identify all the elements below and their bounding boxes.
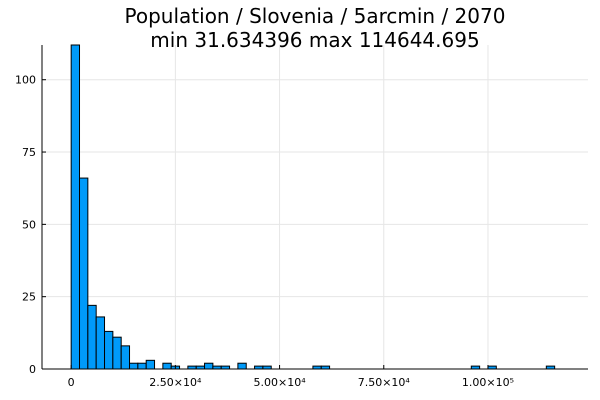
x-axis-ticks: 0 2.50×10⁴ 5.00×10⁴ 7.50×10⁴ 1.00×10⁵ <box>68 365 514 389</box>
histogram-bar-8 <box>137 362 147 370</box>
histogram-bar-3 <box>95 316 106 370</box>
histogram-bar-17 <box>237 362 247 370</box>
x-tick-label-0: 0 <box>68 376 75 389</box>
y-tick-label-2: 50 <box>22 218 36 231</box>
y-tick-label-4: 100 <box>15 74 36 87</box>
histogram-bar-1 <box>79 177 89 370</box>
histogram-bar-5 <box>112 336 122 370</box>
chart-subtitle: min 31.634396 max 114644.695 <box>150 28 479 52</box>
histogram-bar-10 <box>162 362 172 370</box>
y-tick-label-3: 75 <box>22 146 36 159</box>
x-tick-label-2: 5.00×10⁴ <box>254 376 307 389</box>
chart-title: Population / Slovenia / 5arcmin / 2070 <box>125 4 506 28</box>
histogram-bar-4 <box>104 330 114 370</box>
x-tick-label-1: 2.50×10⁴ <box>149 376 202 389</box>
histogram-bar-9 <box>145 359 156 370</box>
y-tick-label-0: 0 <box>29 363 36 376</box>
histogram-bar-14 <box>204 362 214 370</box>
x-tick-label-3: 7.50×10⁴ <box>358 376 411 389</box>
histogram-bar-0 <box>70 44 81 370</box>
histogram-bar-7 <box>129 362 139 370</box>
histogram-bar-6 <box>120 345 131 370</box>
x-tick-label-4: 1.00×10⁵ <box>462 376 514 389</box>
y-tick-label-1: 25 <box>22 291 36 304</box>
histogram-bar-2 <box>87 304 97 370</box>
axes <box>41 45 588 370</box>
y-axis-ticks: 0 25 50 75 100 <box>15 74 46 376</box>
